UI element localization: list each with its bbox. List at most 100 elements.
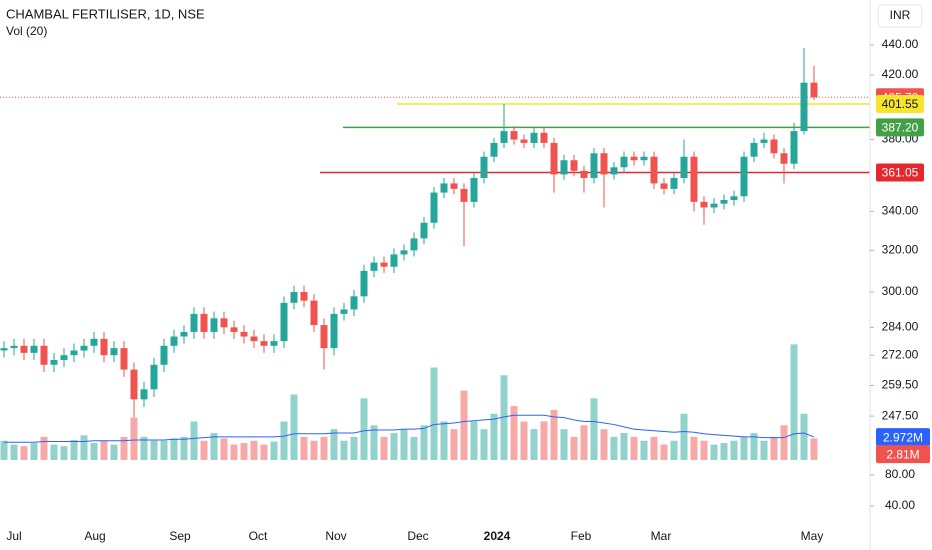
candle-body [40,345,48,365]
candle-body [620,156,628,168]
candle-body [140,389,148,400]
chart-subtitle: Vol (20) [6,24,47,38]
y-tick-label: 259.50 [882,378,919,392]
volume-bar [420,425,428,460]
candle-body [500,131,508,143]
x-tick-label: May [801,529,824,543]
volume-bar [350,436,358,460]
candle-body [380,262,388,267]
price-axis: 440.00420.00380.00340.00320.00300.00284.… [869,0,930,550]
volume-bar [560,429,568,460]
volume-bar [110,444,118,460]
volume-bar [230,444,238,460]
candle-body [70,350,78,356]
volume-bar [740,436,748,460]
y-tick-label: 284.00 [882,320,919,334]
volume-bar [760,440,768,460]
candle-body [270,341,278,346]
x-tick-label: Oct [249,529,268,543]
candle-body [600,153,608,175]
currency[interactable]: INR [890,8,911,22]
x-tick-label: Jul [6,529,21,543]
candle-body [670,177,678,189]
candle-body [340,309,348,314]
volume-bar [800,413,808,460]
candle-body [760,139,768,143]
volume-bar [130,417,138,460]
candle-body [630,156,638,161]
y-tick-label: 340.00 [882,203,919,217]
volume-bar [10,444,18,460]
y2-tick-label: 80.00 [885,467,915,481]
volume-bar [700,440,708,460]
volume-bar [400,429,408,460]
y-tick-label: 247.50 [882,408,919,422]
chart-title: CHAMBAL FERTILISER, 1D, NSE [6,6,205,21]
volume-bar [260,444,268,460]
candle-body [520,139,528,143]
volume-bar [510,406,518,460]
candle-body [80,345,88,351]
candle-body [810,82,818,98]
level-label-box [876,94,924,113]
candle-body [360,270,368,297]
candle-body [690,156,698,202]
volume-bar [620,433,628,460]
volume-bar [670,440,678,460]
candle-body [120,348,128,370]
volume-bar [30,443,38,460]
volume-bar [360,398,368,460]
candle-body [730,196,738,200]
candle-body [710,203,718,208]
candle-body [60,355,68,360]
y-tick-label: 320.00 [882,243,919,257]
candle-body [430,192,438,223]
candle-body [540,132,548,143]
candle-body [50,359,58,365]
volume-bar [770,436,778,460]
volume-bar [550,409,558,460]
volume-bar [200,440,208,460]
candle-body [310,300,318,326]
volume-bar [210,433,218,460]
candle-body [10,345,18,349]
candle-body [30,345,38,353]
volume-bar [290,394,298,460]
volume-bar [460,390,468,460]
volume-bar [650,436,658,460]
level-label: 387.20 [882,121,919,135]
candle-body [490,142,498,157]
volume-bar [0,440,8,460]
candle-body [770,139,778,154]
volume-bar [580,425,588,460]
candle-body [320,325,328,349]
volume-bar [530,429,538,460]
currency-box[interactable] [877,4,923,28]
x-tick-label: Nov [325,529,346,543]
level-label: 401.55 [882,97,919,111]
volume-bar [40,436,48,460]
candle-body [640,156,648,161]
candle-body [200,313,208,332]
volume-bar [90,443,98,460]
candle-body [90,338,98,346]
candle-body [250,336,258,342]
candle-body [610,167,618,175]
y-tick-label: 420.00 [882,67,919,81]
candle-body [180,331,188,337]
candle-body [580,170,588,178]
volume-bar [270,441,278,460]
volume-bar [190,421,198,460]
volume-bar [330,429,338,460]
volume-bar [710,444,718,460]
candle-body [790,131,798,164]
volume-bar [730,440,738,460]
volume-bar [430,367,438,460]
candle-body [510,131,518,140]
x-tick-label: Sep [169,529,191,543]
candle-body [410,238,418,251]
volume-bar [320,436,328,460]
volume-bar [500,375,508,460]
